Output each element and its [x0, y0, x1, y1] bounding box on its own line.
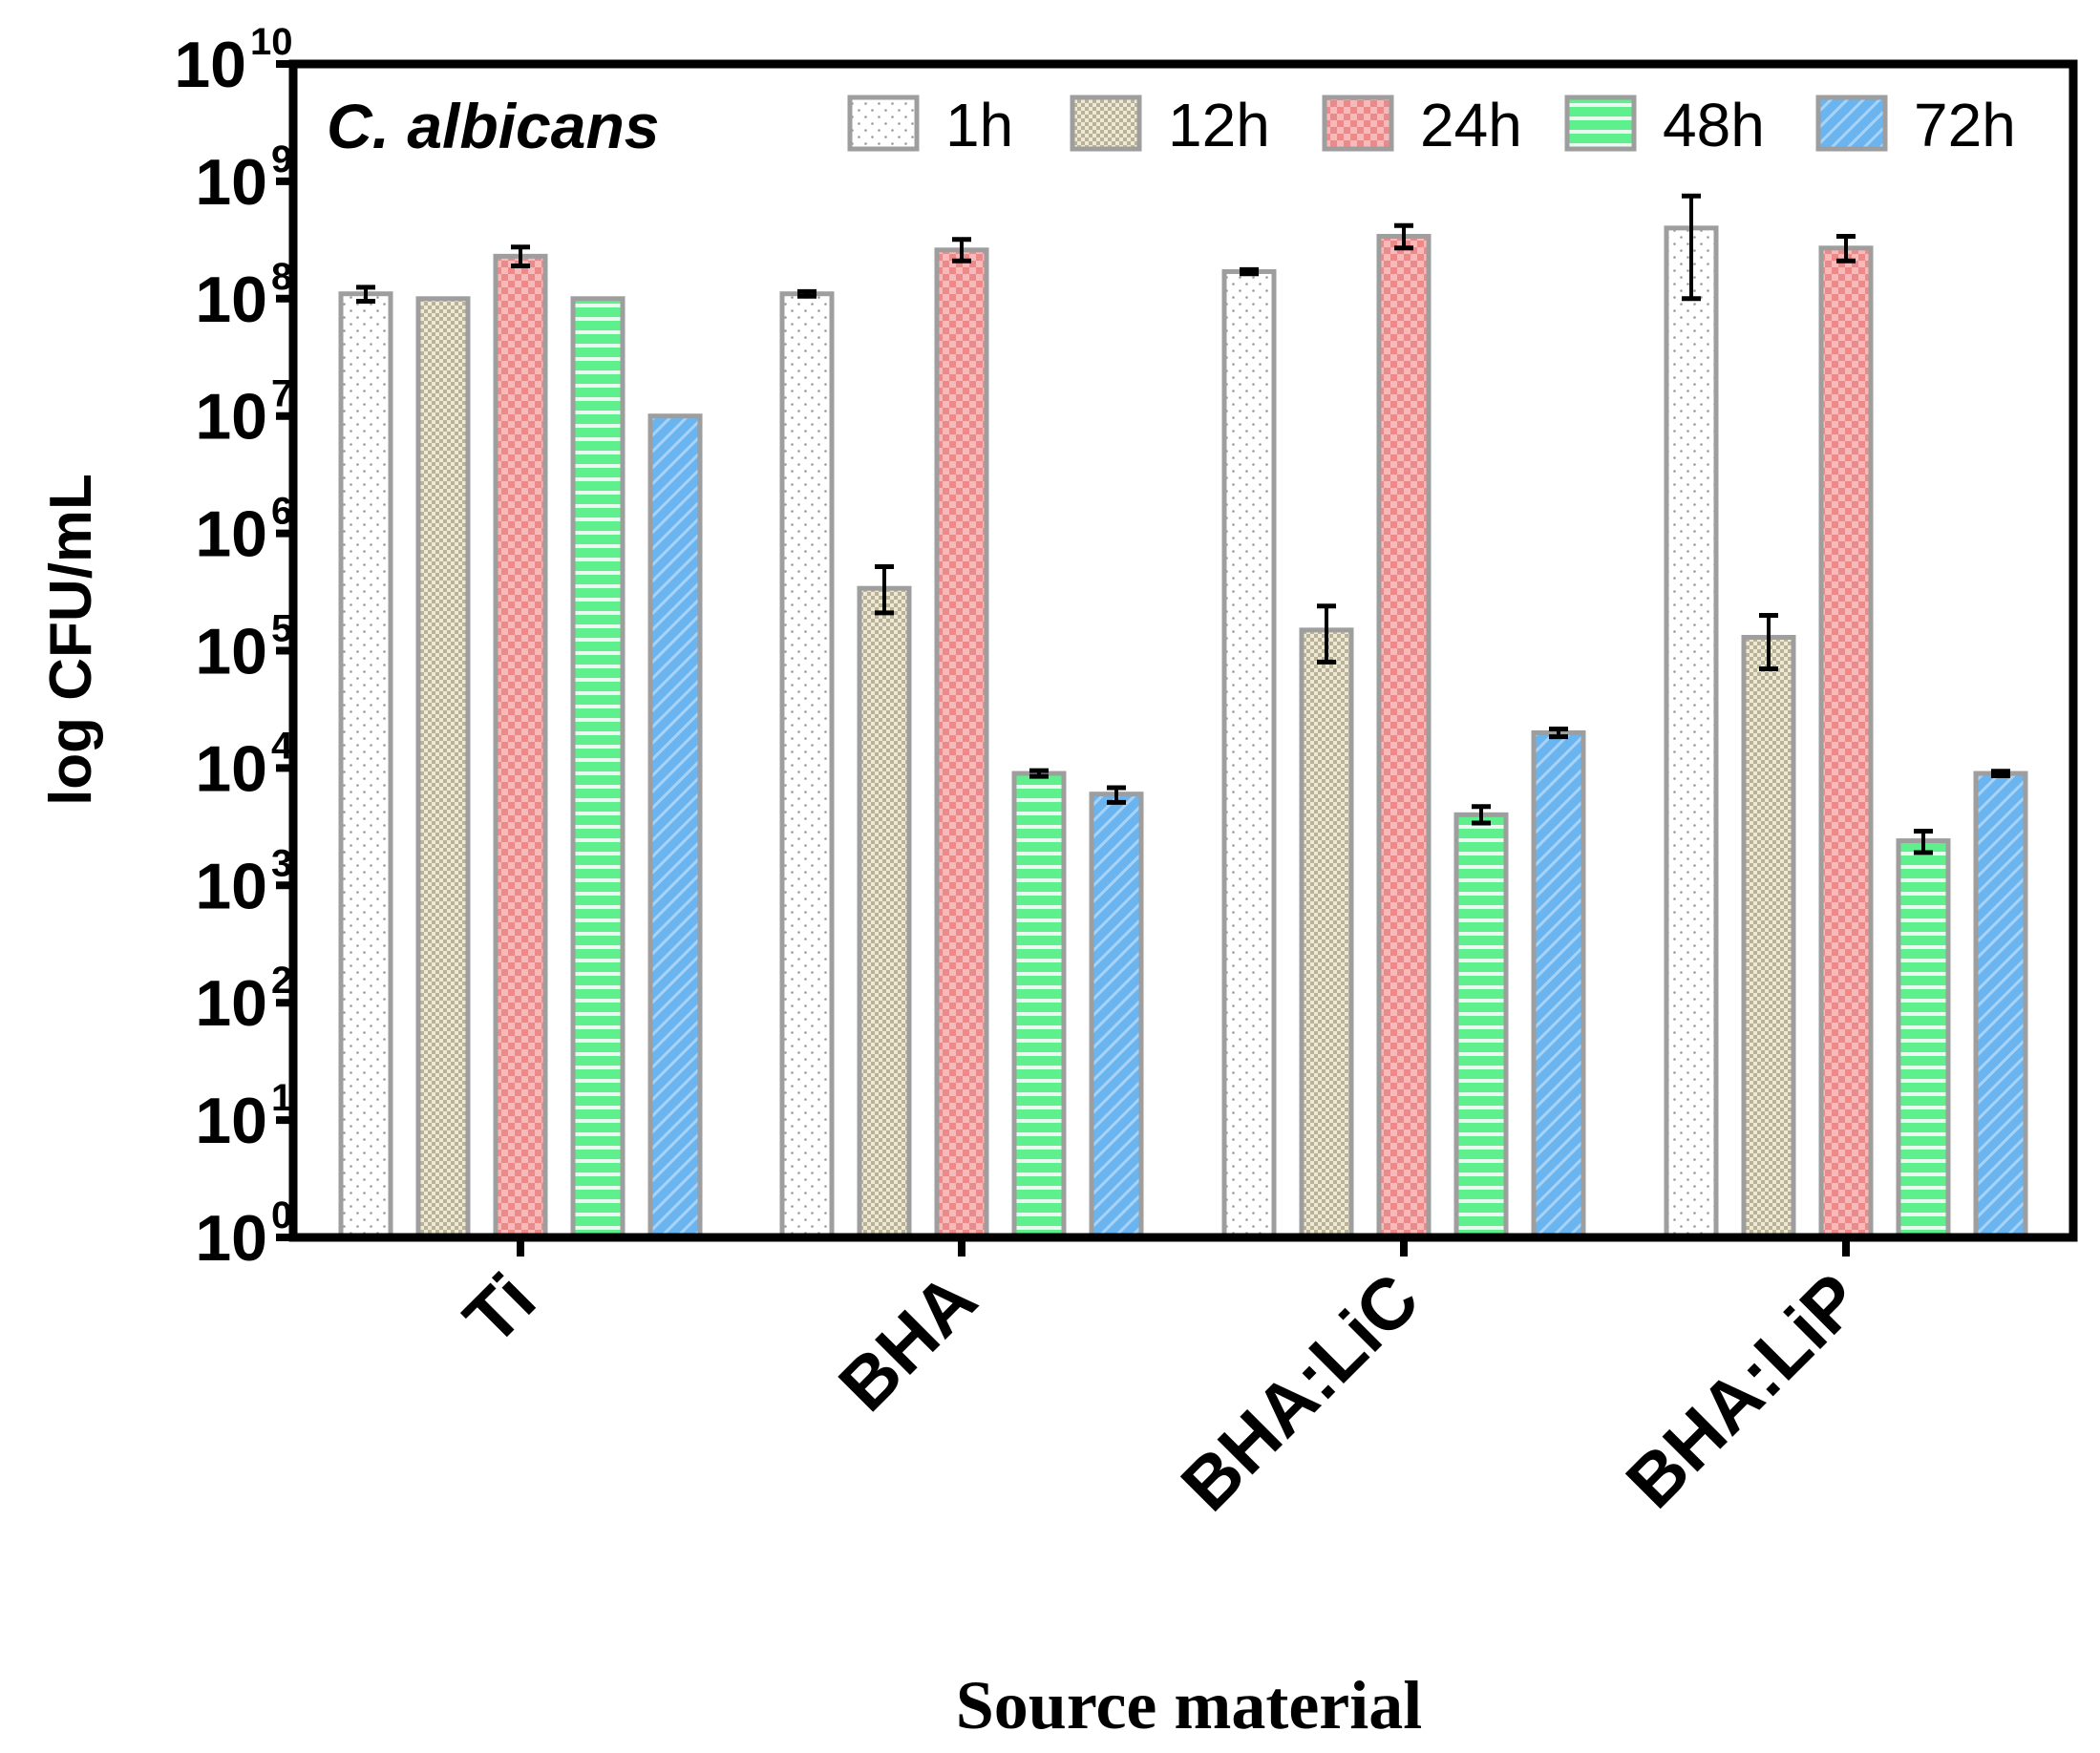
error-bar: [1682, 193, 1701, 302]
y-tick-label: 10: [195, 381, 267, 454]
y-tick-label: 10: [195, 1202, 267, 1275]
bar-72h-bha: [1089, 792, 1144, 1240]
bar-24h-bha: [934, 247, 989, 1240]
y-tick-exponent: 1: [271, 1077, 292, 1119]
bar-48h-ti: [570, 296, 626, 1240]
y-tick-exponent: 2: [271, 960, 292, 1002]
y-tick-label: 10: [195, 732, 267, 805]
bar-72h-bha-lic: [1531, 729, 1586, 1240]
y-tick-label: 10: [195, 1085, 267, 1157]
legend-item-1h: 1h: [847, 91, 1013, 159]
error-bar: [1394, 222, 1413, 251]
error-bar: [1317, 603, 1336, 665]
bar-1h-bha-lic: [1221, 268, 1277, 1240]
y-tick-exponent: 6: [271, 491, 292, 533]
error-bar: [797, 288, 817, 299]
bar-12h-bha-lip: [1741, 634, 1796, 1240]
bar-24h-ti: [493, 253, 548, 1240]
bar-48h-bha-lic: [1453, 812, 1509, 1240]
legend-item-48h: 48h: [1564, 91, 1765, 159]
error-bar: [1914, 828, 1933, 855]
error-bar: [1029, 768, 1049, 779]
bar-48h-bha-lip: [1896, 838, 1951, 1240]
species-title: C. albicans: [327, 91, 659, 161]
error-bar: [1240, 266, 1259, 277]
legend-label: 72h: [1914, 91, 2016, 159]
error-bar: [356, 285, 375, 305]
y-tick-label: 10: [195, 967, 267, 1040]
bar-1h-ti: [338, 291, 393, 1240]
legend-label: 1h: [945, 91, 1013, 159]
y-tick-label: 10: [174, 29, 246, 101]
y-tick-exponent: 4: [271, 725, 293, 767]
legend-label: 24h: [1420, 91, 1522, 159]
category-label: Ti: [449, 1258, 551, 1361]
y-tick-exponent: 3: [271, 842, 292, 884]
error-bar: [875, 564, 894, 616]
bar-12h-bha: [857, 585, 912, 1240]
category-label: BHA: [823, 1258, 992, 1427]
legend-swatch: [1815, 95, 1888, 152]
legend-label: 48h: [1663, 91, 1765, 159]
y-tick-label: 10: [195, 146, 267, 219]
error-bar: [1991, 769, 2010, 778]
y-tick-exponent: 8: [271, 256, 292, 298]
error-bar: [1107, 785, 1126, 805]
error-bar: [952, 237, 971, 264]
y-tick-exponent: 9: [271, 138, 292, 180]
legend: 1h 12h 24h 48h 72h: [847, 91, 2016, 159]
plot-frame: [288, 59, 2078, 1242]
error-bar: [1549, 727, 1568, 740]
legend-swatch: [847, 95, 920, 152]
y-axis-title: log CFU/mL: [38, 474, 104, 806]
y-tick-exponent: 5: [271, 608, 292, 650]
bar-72h-ti: [647, 413, 703, 1240]
bar-12h-bha-lic: [1299, 627, 1354, 1240]
y-tick-exponent: 0: [271, 1194, 292, 1236]
x-axis-title: Source material: [956, 1667, 1423, 1743]
bar-12h-ti: [415, 296, 471, 1240]
y-tick-label: 10: [195, 850, 267, 922]
bar-1h-bha-lip: [1664, 225, 1719, 1240]
bar-24h-bha-lip: [1818, 245, 1874, 1240]
legend-item-12h: 12h: [1070, 91, 1270, 159]
legend-item-24h: 24h: [1322, 91, 1522, 159]
x-axis: Ti BHA BHA:LiC BHA:LiP: [449, 1237, 1877, 1527]
y-tick-exponent: 7: [271, 373, 292, 415]
y-tick-label: 10: [195, 264, 267, 336]
legend-item-72h: 72h: [1815, 91, 2016, 159]
y-tick-exponent: 10: [250, 21, 293, 63]
error-bar: [511, 244, 530, 269]
y-tick-label: 10: [195, 498, 267, 571]
legend-swatch: [1070, 95, 1142, 152]
category-label: BHA:LiC: [1166, 1258, 1434, 1527]
bar-48h-bha: [1011, 771, 1067, 1240]
category-label: BHA:LiP: [1611, 1258, 1877, 1524]
error-bar: [1836, 233, 1856, 264]
legend-swatch: [1322, 95, 1394, 152]
bar-72h-bha-lip: [1973, 771, 2028, 1240]
bars-group: [338, 225, 2028, 1240]
error-bar: [1472, 804, 1491, 826]
legend-swatch: [1564, 95, 1637, 152]
error-bars-group: [356, 193, 2010, 855]
bar-1h-bha: [779, 291, 835, 1240]
y-tick-label: 10: [195, 616, 267, 688]
legend-label: 12h: [1168, 91, 1270, 159]
bar-24h-bha-lic: [1376, 233, 1432, 1240]
error-bar: [1759, 613, 1778, 672]
